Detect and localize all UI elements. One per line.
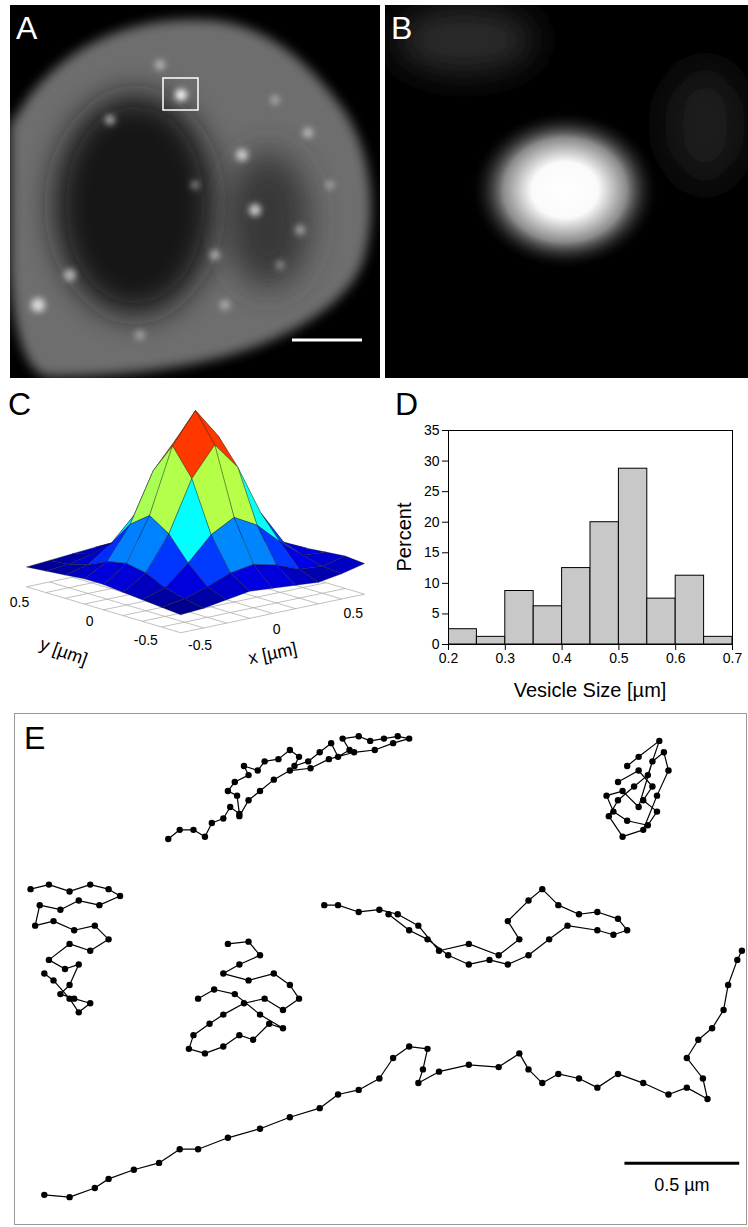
svg-text:10: 10 [424,575,440,591]
svg-text:0.2: 0.2 [439,650,459,666]
svg-text:25: 25 [424,483,440,499]
svg-text:0.5: 0.5 [344,605,364,621]
svg-text:0.5: 0.5 [10,594,30,610]
html-text:A: A [16,10,38,46]
svg-text:0: 0 [86,613,94,629]
svg-text:-0.5: -0.5 [134,632,158,648]
svg-text:35: 35 [424,422,440,438]
html-text:B: B [391,10,413,46]
svg-text:y [µm]: y [µm] [37,634,90,670]
svg-text:0: 0 [431,636,440,652]
svg-text:0.6: 0.6 [666,650,686,666]
html-text:Percent: Percent [393,502,415,572]
svg-text:5: 5 [432,605,440,621]
html-text:E: E [24,720,46,756]
svg-text:0.5 µm: 0.5 µm [654,1175,709,1195]
svg-text:15: 15 [424,544,440,560]
svg-text:0.4: 0.4 [552,650,572,666]
svg-text:0.5: 0.5 [609,650,629,666]
html-text:D: D [395,386,419,422]
html-text:Vesicle Size [µm]: Vesicle Size [µm] [513,679,667,701]
svg-text:0: 0 [273,621,281,637]
svg-text:x [µm]: x [µm] [246,638,298,668]
svg-text:0.3: 0.3 [496,650,516,666]
svg-text:0.7: 0.7 [723,650,743,666]
svg-text:20: 20 [424,514,440,530]
svg-text:-0.5: -0.5 [188,637,212,653]
html-text:C: C [8,386,32,422]
svg-text:30: 30 [424,453,440,469]
